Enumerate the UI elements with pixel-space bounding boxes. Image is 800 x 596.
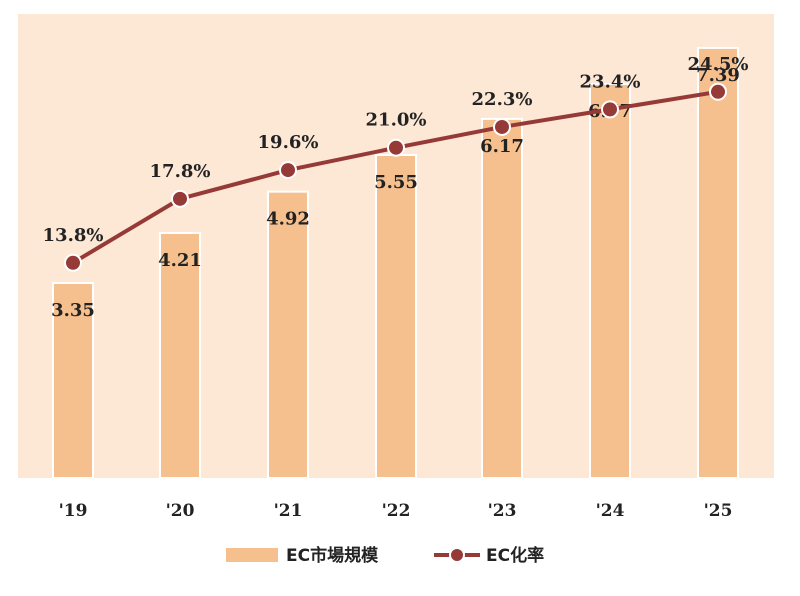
bar-value-label-1: 4.21 bbox=[158, 250, 202, 271]
bar-value-label-2: 4.92 bbox=[266, 209, 310, 230]
rate-value-label-5: 23.4% bbox=[580, 71, 641, 92]
legend-bar-label: EC市場規模 bbox=[286, 545, 379, 566]
x-tick-label-1: '20 bbox=[166, 501, 195, 521]
rate-point-3 bbox=[387, 138, 405, 157]
rate-value-label-3: 21.0% bbox=[366, 110, 427, 131]
rate-value-label-6: 24.5% bbox=[688, 54, 749, 75]
rate-point-5 bbox=[601, 100, 619, 119]
legend-line-label: EC化率 bbox=[486, 545, 544, 566]
x-tick-label-6: '25 bbox=[704, 501, 733, 521]
bar-value-label-3: 5.55 bbox=[374, 172, 418, 193]
rate-point-2 bbox=[279, 161, 297, 180]
rate-value-label-4: 22.3% bbox=[472, 89, 533, 110]
x-tick-label-3: '22 bbox=[382, 501, 411, 521]
bars-layer bbox=[52, 46, 739, 480]
legend: EC市場規模 EC化率 bbox=[226, 545, 544, 566]
bar-value-label-0: 3.35 bbox=[51, 300, 95, 321]
legend-line-marker bbox=[449, 547, 465, 563]
bar-5 bbox=[589, 82, 631, 480]
bar-4 bbox=[481, 117, 523, 479]
x-tick-label-4: '23 bbox=[488, 501, 517, 521]
bar-1 bbox=[159, 231, 201, 479]
bar-6 bbox=[697, 46, 739, 479]
rate-value-label-1: 17.8% bbox=[150, 161, 211, 182]
rate-value-label-2: 19.6% bbox=[258, 132, 319, 153]
bar-value-label-6: 7.39 bbox=[696, 65, 740, 86]
x-axis-ticks: '19 '20 '21 '22 '23 '24 '25 bbox=[59, 501, 733, 521]
rate-labels-layer: 13.8% 17.8% 19.6% 21.0% 22.3% 23.4% 24.5% bbox=[43, 54, 749, 246]
x-tick-label-0: '19 bbox=[59, 501, 88, 521]
rate-value-label-0: 13.8% bbox=[43, 225, 104, 246]
rate-point-4 bbox=[493, 117, 511, 136]
bar-value-label-4: 6.17 bbox=[480, 136, 524, 157]
bar-2 bbox=[267, 190, 309, 479]
rate-point-1 bbox=[171, 189, 189, 208]
rate-points-layer bbox=[64, 82, 727, 272]
bar-3 bbox=[375, 153, 417, 480]
rate-point-6 bbox=[709, 82, 727, 101]
bar-labels-layer: 3.354.214.925.556.176.777.39 bbox=[51, 65, 740, 321]
bar-0 bbox=[52, 282, 94, 479]
x-tick-label-2: '21 bbox=[274, 501, 303, 521]
rate-point-0 bbox=[64, 253, 82, 272]
x-tick-label-5: '24 bbox=[596, 501, 625, 521]
legend-bar-swatch bbox=[226, 548, 278, 562]
